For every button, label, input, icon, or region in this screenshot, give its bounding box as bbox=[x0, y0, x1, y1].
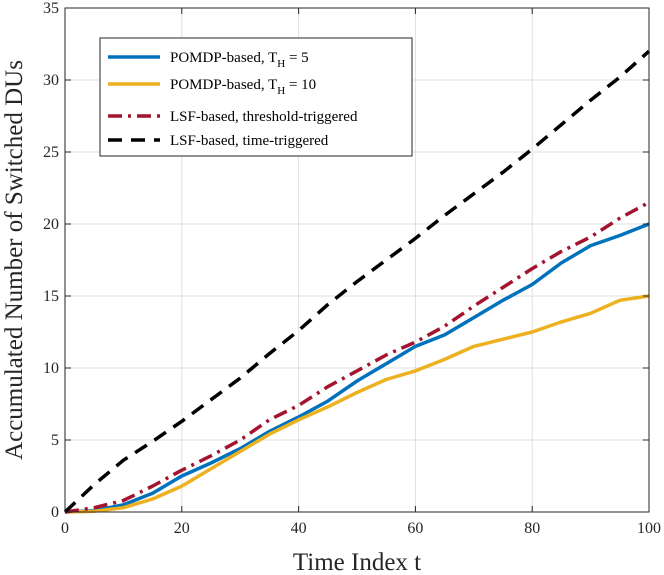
x-tick-label: 0 bbox=[61, 520, 69, 537]
y-tick-label: 25 bbox=[43, 144, 59, 161]
y-tick-label: 35 bbox=[43, 0, 59, 17]
x-tick-label: 20 bbox=[174, 520, 190, 537]
series-line-4 bbox=[63, 49, 651, 514]
y-tick-label: 5 bbox=[51, 432, 59, 449]
y-axis-title: Accumulated Number of Switched DUs bbox=[1, 60, 28, 460]
x-tick-label: 60 bbox=[407, 520, 423, 537]
y-tick-label: 10 bbox=[43, 360, 59, 377]
plot-frame bbox=[64, 7, 650, 513]
y-tick-label: 0 bbox=[51, 504, 59, 521]
legend-label-2: POMDP-based, TH = 10 bbox=[170, 77, 316, 97]
series-line-1 bbox=[64, 222, 650, 514]
x-axis-title: Time Index t bbox=[293, 549, 421, 575]
axis-ticks: 0 20 40 60 80 100 0 5 10 15 20 25 30 35 bbox=[43, 0, 661, 537]
legend-label-3: LSF-based, threshold-triggered bbox=[170, 109, 358, 125]
y-tick-label: 15 bbox=[43, 288, 59, 305]
legend: POMDP-based, TH = 5 POMDP-based, TH = 10 L… bbox=[99, 37, 413, 157]
x-tick-label: 100 bbox=[637, 520, 661, 537]
series-line-2 bbox=[64, 294, 650, 514]
x-tick-label: 80 bbox=[524, 520, 540, 537]
legend-label-1: POMDP-based, TH = 5 bbox=[170, 50, 309, 70]
series-lines bbox=[63, 49, 651, 514]
legend-label-4: LSF-based, time-triggered bbox=[170, 133, 329, 149]
y-tick-label: 20 bbox=[43, 216, 59, 233]
y-tick-label: 30 bbox=[43, 72, 59, 89]
x-tick-label: 40 bbox=[291, 520, 307, 537]
series-line-3 bbox=[64, 200, 650, 514]
